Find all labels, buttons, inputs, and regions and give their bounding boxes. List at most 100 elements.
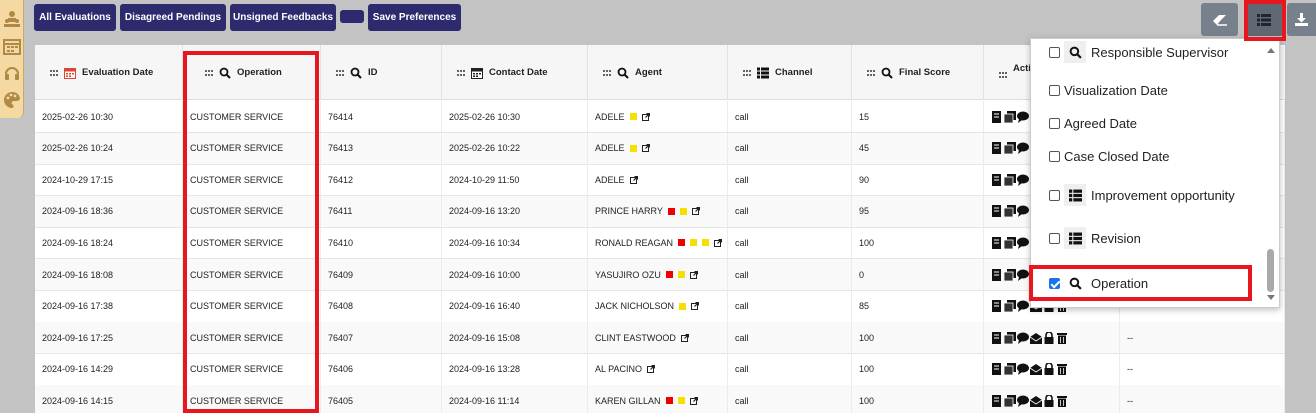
copy-icon[interactable]: [1004, 300, 1016, 313]
doc-icon[interactable]: [991, 173, 1003, 186]
table-row[interactable]: 2024-09-16 18:24 CUSTOMER SERVICE 76410 202…: [35, 227, 1285, 260]
checkbox[interactable]: [1049, 46, 1060, 58]
external-link-icon[interactable]: [680, 333, 689, 342]
copy-icon[interactable]: [1004, 268, 1016, 281]
external-link-icon[interactable]: [714, 238, 723, 247]
comment-icon[interactable]: [1017, 142, 1029, 155]
col-evaluation-date[interactable]: Evaluation Date: [35, 45, 183, 100]
eraser-button[interactable]: [1201, 3, 1238, 36]
doc-icon[interactable]: [991, 205, 1003, 218]
column-option-improvement-opportunity[interactable]: Improvement opportunity: [1049, 184, 1235, 206]
table-row[interactable]: 2024-10-29 17:15 CUSTOMER SERVICE 76412 202…: [35, 164, 1285, 197]
disagreed-pendings-button[interactable]: Disagreed Pendings: [120, 4, 226, 31]
comment-icon[interactable]: [1017, 363, 1029, 376]
copy-icon[interactable]: [1004, 363, 1016, 376]
column-option-responsible-supervisor[interactable]: Responsible Supervisor: [1049, 41, 1228, 63]
external-link-icon[interactable]: [641, 112, 650, 121]
headset-icon[interactable]: [3, 64, 21, 82]
column-option-case-closed-date[interactable]: Case Closed Date: [1049, 149, 1170, 164]
comment-icon[interactable]: [1017, 269, 1029, 281]
scroll-thumb[interactable]: [1267, 249, 1274, 292]
mail-open-icon[interactable]: [1030, 363, 1042, 376]
column-option-agreed-date[interactable]: Agreed Date: [1049, 116, 1137, 131]
col-channel[interactable]: Channel: [728, 45, 852, 100]
copy-icon[interactable]: [1004, 142, 1016, 155]
palette-icon[interactable]: [3, 91, 21, 109]
doc-icon[interactable]: [991, 142, 1003, 155]
doc-icon[interactable]: [991, 268, 1003, 281]
col-agent[interactable]: Agent: [588, 45, 728, 100]
lock-icon[interactable]: [1043, 331, 1055, 344]
columns-button[interactable]: [1245, 3, 1283, 36]
external-link-icon[interactable]: [691, 302, 700, 311]
save-preferences-button[interactable]: Save Preferences: [368, 4, 461, 31]
checkbox[interactable]: [1049, 189, 1060, 201]
comment-icon[interactable]: [1017, 111, 1029, 123]
table-row[interactable]: 2024-09-16 17:25 CUSTOMER SERVICE 76407 202…: [35, 322, 1285, 355]
trash-icon[interactable]: [1056, 363, 1068, 376]
external-link-icon[interactable]: [691, 207, 700, 216]
checkbox[interactable]: [1049, 151, 1060, 162]
external-link-icon[interactable]: [641, 144, 650, 153]
doc-icon[interactable]: [991, 110, 1003, 123]
checkbox[interactable]: [1049, 118, 1060, 129]
comment-icon[interactable]: [1017, 237, 1029, 249]
lock-icon[interactable]: [1043, 394, 1055, 407]
trash-icon[interactable]: [1056, 332, 1068, 344]
copy-icon[interactable]: [1004, 331, 1016, 344]
mail-open-icon[interactable]: [1030, 332, 1042, 344]
external-link-icon[interactable]: [629, 175, 638, 184]
comment-icon[interactable]: [1017, 174, 1029, 186]
copy-icon[interactable]: [1004, 173, 1016, 186]
drag-handle-icon[interactable]: [457, 69, 465, 77]
copy-icon[interactable]: [1004, 394, 1016, 407]
drag-handle-icon[interactable]: [867, 69, 875, 77]
comment-icon[interactable]: [1017, 205, 1029, 218]
checkbox[interactable]: [1049, 232, 1060, 244]
drag-handle-icon[interactable]: [336, 69, 344, 77]
drag-handle-icon[interactable]: [603, 69, 611, 77]
scroll-down-icon[interactable]: [1267, 295, 1275, 301]
external-link-icon[interactable]: [689, 396, 698, 405]
calendar-icon[interactable]: [3, 37, 21, 55]
comment-icon[interactable]: [1017, 332, 1029, 344]
doc-icon[interactable]: [991, 300, 1003, 313]
external-link-icon[interactable]: [647, 365, 656, 374]
col-final-score[interactable]: Final Score: [852, 45, 984, 100]
doc-icon[interactable]: [991, 331, 1003, 344]
drag-handle-icon[interactable]: [50, 69, 58, 77]
unsigned-feedbacks-button[interactable]: Unsigned Feedbacks: [230, 4, 336, 31]
column-option-revision[interactable]: Revision: [1049, 227, 1141, 249]
checkbox[interactable]: [1049, 85, 1060, 96]
all-evaluations-button[interactable]: All Evaluations: [34, 4, 116, 31]
external-link-icon[interactable]: [689, 270, 698, 279]
drag-handle-icon[interactable]: [205, 69, 213, 77]
doc-icon[interactable]: [991, 394, 1003, 407]
blank-button[interactable]: [340, 10, 364, 23]
col-id[interactable]: ID: [321, 45, 442, 100]
dropdown-scrollbar[interactable]: [1267, 39, 1277, 307]
scroll-up-icon[interactable]: [1267, 47, 1275, 53]
column-option-operation[interactable]: Operation: [1049, 272, 1148, 294]
doc-icon[interactable]: [991, 236, 1003, 249]
col-operation[interactable]: Operation: [183, 45, 321, 100]
comment-icon[interactable]: [1017, 300, 1029, 313]
drag-handle-icon[interactable]: [999, 71, 1007, 79]
mail-open-icon[interactable]: [1030, 395, 1042, 407]
copy-icon[interactable]: [1004, 236, 1016, 249]
column-option-visualization-date[interactable]: Visualization Date: [1049, 83, 1168, 98]
checkbox-checked[interactable]: [1049, 277, 1060, 289]
trash-icon[interactable]: [1056, 395, 1068, 407]
table-row[interactable]: 2024-09-16 14:15 CUSTOMER SERVICE 76405 202…: [35, 385, 1285, 413]
copy-icon[interactable]: [1004, 110, 1016, 123]
download-button[interactable]: [1287, 3, 1316, 36]
drag-handle-icon[interactable]: [743, 69, 751, 77]
table-row[interactable]: 2024-09-16 14:29 CUSTOMER SERVICE 76406 202…: [35, 353, 1285, 386]
lock-icon[interactable]: [1043, 363, 1055, 376]
doc-icon[interactable]: [991, 363, 1003, 376]
copy-icon[interactable]: [1004, 205, 1016, 218]
col-contact-date[interactable]: Contact Date: [442, 45, 588, 100]
team-icon[interactable]: [3, 10, 21, 28]
comment-icon[interactable]: [1017, 395, 1029, 407]
column-chooser-dropdown[interactable]: Responsible Supervisor Visualization Dat…: [1030, 38, 1280, 308]
